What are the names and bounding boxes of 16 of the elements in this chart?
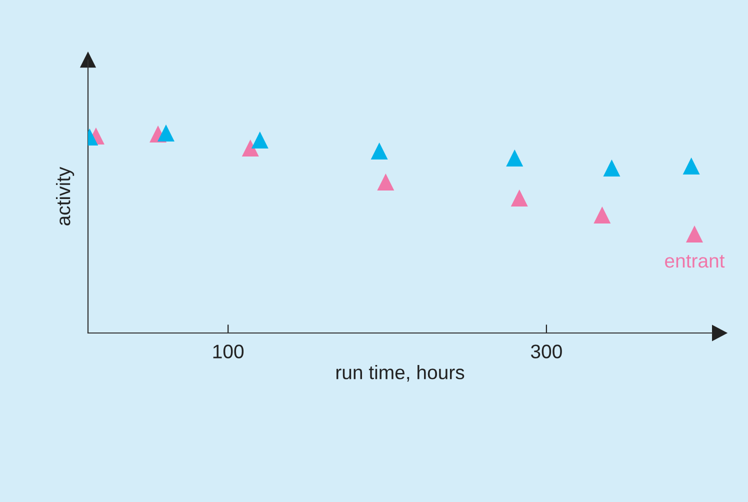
- y-axis-title: activity: [56, 166, 74, 226]
- x-axis-title: run time, hours: [336, 365, 464, 382]
- point: [251, 131, 268, 149]
- point: [370, 142, 388, 160]
- point: [506, 149, 524, 167]
- x-tick-label: 100: [213, 344, 244, 358]
- point: [603, 159, 620, 177]
- point: [594, 206, 611, 224]
- point: [157, 124, 175, 142]
- x-tick-label: 300: [530, 344, 562, 358]
- point: [682, 157, 700, 175]
- series-label: entrant: [665, 254, 725, 268]
- point: [377, 173, 394, 191]
- point: [242, 139, 259, 157]
- point: [686, 225, 703, 243]
- point: [510, 189, 528, 207]
